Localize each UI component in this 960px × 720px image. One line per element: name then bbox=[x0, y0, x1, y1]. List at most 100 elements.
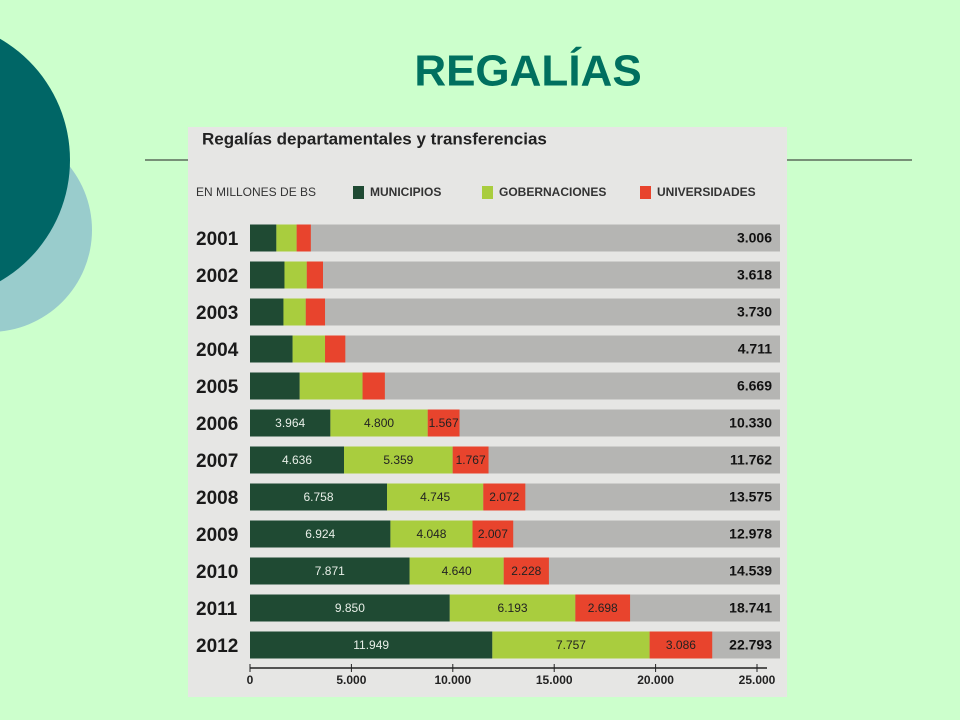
bar-segment bbox=[362, 372, 385, 400]
y-tick-label: 2003 bbox=[196, 303, 238, 324]
y-tick-label: 2010 bbox=[196, 562, 238, 583]
bar-segment bbox=[250, 224, 277, 252]
x-tick-label: 20.000 bbox=[637, 673, 674, 687]
bar-segment bbox=[283, 298, 306, 326]
data-label: 4.640 bbox=[442, 564, 472, 578]
bar-segment bbox=[250, 631, 493, 659]
bar-segment bbox=[409, 557, 504, 585]
total-label: 22.793 bbox=[729, 637, 772, 653]
bar-segment bbox=[305, 298, 326, 326]
total-label: 13.575 bbox=[729, 489, 772, 505]
y-tick-label: 2005 bbox=[196, 377, 239, 398]
total-label: 14.539 bbox=[729, 563, 772, 579]
bar-segment bbox=[575, 594, 631, 622]
data-label: 7.871 bbox=[315, 564, 345, 578]
bar-segment bbox=[452, 446, 489, 474]
bar-segment bbox=[449, 594, 576, 622]
bar-segment bbox=[250, 372, 300, 400]
total-label: 3.730 bbox=[737, 304, 772, 320]
data-label: 3.086 bbox=[666, 638, 696, 652]
y-tick-label: 2002 bbox=[196, 266, 238, 287]
x-tick-label: 10.000 bbox=[434, 673, 471, 687]
bar-segment bbox=[472, 520, 514, 548]
legend-swatch bbox=[482, 186, 493, 199]
bar-segment bbox=[325, 335, 346, 363]
data-label: 4.636 bbox=[282, 453, 312, 467]
bar-segment bbox=[296, 224, 311, 252]
data-label: 7.757 bbox=[556, 638, 586, 652]
data-label: 6.758 bbox=[304, 490, 334, 504]
total-label: 11.762 bbox=[730, 452, 772, 468]
data-label: 2.698 bbox=[588, 601, 618, 615]
bar-segment bbox=[299, 372, 363, 400]
data-label: 2.228 bbox=[511, 564, 541, 578]
data-label: 4.800 bbox=[364, 416, 394, 430]
x-tick-label: 25.000 bbox=[739, 673, 776, 687]
y-tick-label: 2001 bbox=[196, 229, 239, 250]
y-tick-label: 2004 bbox=[196, 340, 239, 361]
bar-segment bbox=[250, 298, 284, 326]
y-tick-label: 2009 bbox=[196, 525, 238, 546]
total-label: 18.741 bbox=[729, 600, 772, 616]
legend-label: UNIVERSIDADES bbox=[657, 185, 756, 199]
decor-circle bbox=[0, 38, 70, 282]
x-tick-label: 5.000 bbox=[336, 673, 366, 687]
y-tick-label: 2008 bbox=[196, 488, 238, 509]
bar-segment bbox=[492, 631, 650, 659]
y-tick-label: 2006 bbox=[196, 414, 238, 435]
data-label: 1.767 bbox=[456, 453, 486, 467]
total-label: 3.006 bbox=[737, 230, 772, 246]
bar-segment bbox=[503, 557, 549, 585]
x-tick-label: 15.000 bbox=[536, 673, 573, 687]
bar-segment bbox=[306, 261, 324, 289]
data-label: 2.072 bbox=[489, 490, 519, 504]
data-label: 4.745 bbox=[420, 490, 450, 504]
bar-segment bbox=[250, 557, 410, 585]
data-label: 11.949 bbox=[353, 638, 389, 652]
slide-title: REGALÍAS bbox=[414, 46, 641, 96]
legend-label: MUNICIPIOS bbox=[370, 185, 441, 199]
chart: MUNICIPIOS GOBERNACIONES UNIVERSIDADES 0 5.0… bbox=[196, 185, 780, 687]
data-label: 1.567 bbox=[429, 416, 459, 430]
bar-segment bbox=[250, 335, 293, 363]
data-label: 6.924 bbox=[305, 527, 335, 541]
bar-segment bbox=[483, 483, 526, 511]
bar-segment bbox=[284, 261, 307, 289]
row-band bbox=[250, 298, 780, 326]
bar-segment bbox=[649, 631, 713, 659]
x-tick-label: 0 bbox=[247, 673, 254, 687]
data-label: 3.964 bbox=[275, 416, 305, 430]
bar-segment bbox=[292, 335, 326, 363]
row-band bbox=[250, 224, 780, 252]
chart-title: Regalías departamentales y transferencia… bbox=[202, 129, 547, 148]
bar-segment bbox=[387, 483, 484, 511]
bar-segment bbox=[344, 446, 453, 474]
data-label: 9.850 bbox=[335, 601, 365, 615]
data-label: 6.193 bbox=[498, 601, 528, 615]
row-band bbox=[250, 261, 780, 289]
data-label: 4.048 bbox=[416, 527, 446, 541]
data-label: 5.359 bbox=[383, 453, 413, 467]
chart-subtitle: EN MILLONES DE BS bbox=[196, 185, 316, 199]
bar-segment bbox=[250, 520, 391, 548]
y-tick-label: 2011 bbox=[196, 599, 238, 620]
bar-segment bbox=[250, 594, 450, 622]
bar-segment bbox=[390, 520, 473, 548]
legend-swatch bbox=[640, 186, 651, 199]
total-label: 4.711 bbox=[738, 341, 772, 357]
total-label: 12.978 bbox=[729, 526, 772, 542]
bar-segment bbox=[250, 409, 331, 437]
bar-segment bbox=[330, 409, 428, 437]
total-label: 10.330 bbox=[729, 415, 772, 431]
total-label: 6.669 bbox=[737, 378, 772, 394]
bar-segment bbox=[427, 409, 460, 437]
bar-segment bbox=[250, 446, 345, 474]
y-tick-label: 2012 bbox=[196, 636, 238, 657]
total-label: 3.618 bbox=[737, 267, 772, 283]
legend-label: GOBERNACIONES bbox=[499, 185, 606, 199]
bar-segment bbox=[276, 224, 297, 252]
y-tick-label: 2007 bbox=[196, 451, 238, 472]
data-label: 2.007 bbox=[478, 527, 508, 541]
